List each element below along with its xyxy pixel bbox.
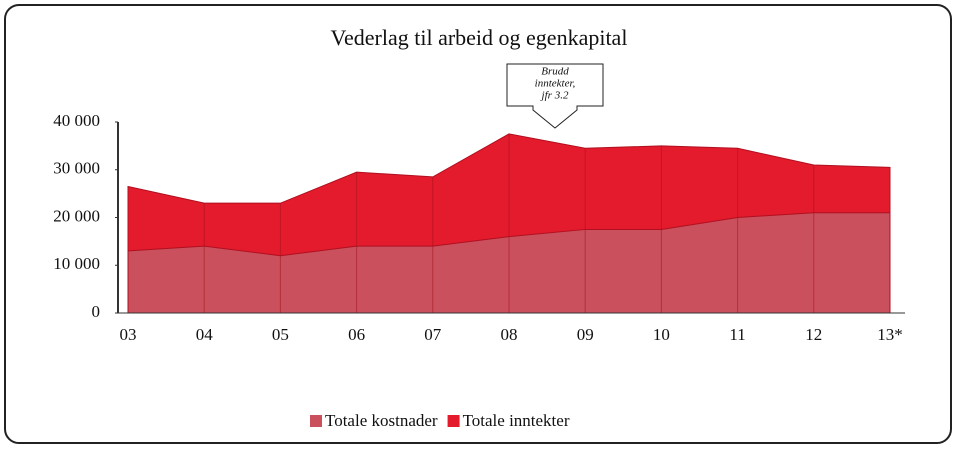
x-tick-label: 05: [272, 325, 289, 344]
y-tick-label: 30 000: [53, 159, 100, 178]
legend-label: Totale kostnader: [325, 411, 438, 430]
y-tick-label: 40 000: [53, 111, 100, 130]
x-tick-label: 12: [805, 325, 822, 344]
annotation-text: Brudd: [541, 66, 569, 78]
x-tick-label: 11: [729, 325, 745, 344]
y-tick-label: 20 000: [53, 206, 100, 225]
y-tick-label: 0: [92, 302, 101, 321]
x-tick-label: 04: [196, 325, 214, 344]
annotation-text: inntekter,: [535, 78, 576, 90]
annotation-arrow: [506, 63, 604, 129]
y-tick-label: 10 000: [53, 254, 100, 273]
x-tick-label: 06: [348, 325, 365, 344]
x-tick-label: 03: [120, 325, 137, 344]
annotation-text: jfr 3.2: [540, 90, 569, 102]
x-tick-label: 08: [501, 325, 518, 344]
x-tick-label: 10: [653, 325, 670, 344]
legend-swatch: [310, 415, 322, 427]
legend-swatch: [447, 415, 460, 427]
legend-label: Totale inntekter: [463, 411, 570, 430]
x-tick-label: 09: [577, 325, 594, 344]
x-tick-label: 07: [424, 325, 442, 344]
chart-title: Vederlag til arbeid og egenkapital: [331, 25, 628, 50]
x-tick-label: 13*: [877, 325, 903, 344]
